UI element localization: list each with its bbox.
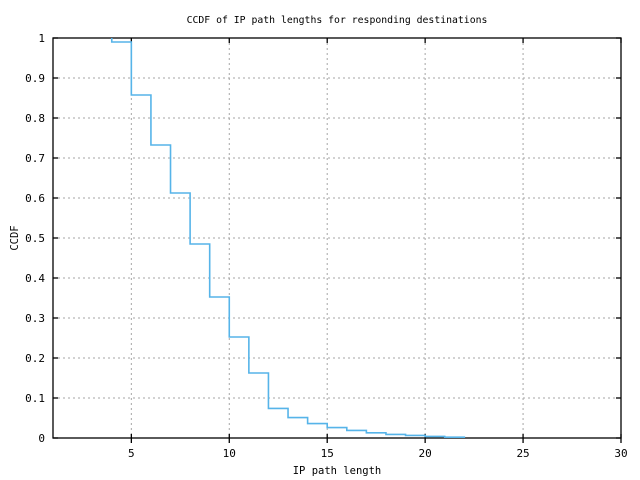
x-tick-label: 5 xyxy=(128,447,135,460)
y-tick-label: 0.5 xyxy=(25,232,45,245)
y-tick-label: 0.1 xyxy=(25,392,45,405)
ccdf-step-line xyxy=(110,38,466,438)
y-tick-label: 0.9 xyxy=(25,72,45,85)
y-tick-label: 0.2 xyxy=(25,352,45,365)
x-axis-label: IP path length xyxy=(293,465,382,477)
y-axis-label: CCDF xyxy=(9,225,21,250)
y-tick-label: 0 xyxy=(38,432,45,445)
y-tick-label: 1 xyxy=(38,32,45,45)
y-tick-label: 0.8 xyxy=(25,112,45,125)
x-tick-label: 15 xyxy=(321,447,334,460)
x-tick-label: 10 xyxy=(223,447,236,460)
y-tick-label: 0.6 xyxy=(25,192,45,205)
y-tick-label: 0.3 xyxy=(25,312,45,325)
chart-title: CCDF of IP path lengths for responding d… xyxy=(187,15,488,26)
series-layer xyxy=(110,38,466,438)
x-tick-label: 30 xyxy=(614,447,627,460)
x-tick-label: 20 xyxy=(419,447,432,460)
y-tick-label: 0.7 xyxy=(25,152,45,165)
grid-layer xyxy=(53,38,621,438)
x-tick-label: 25 xyxy=(516,447,529,460)
y-tick-label: 0.4 xyxy=(25,272,45,285)
axis-layer: 5 10 15 20 25 30 0 0.1 0.2 0.3 0.4 0.5 0.6 0.7 0.8 0.9 1 xyxy=(25,32,628,460)
